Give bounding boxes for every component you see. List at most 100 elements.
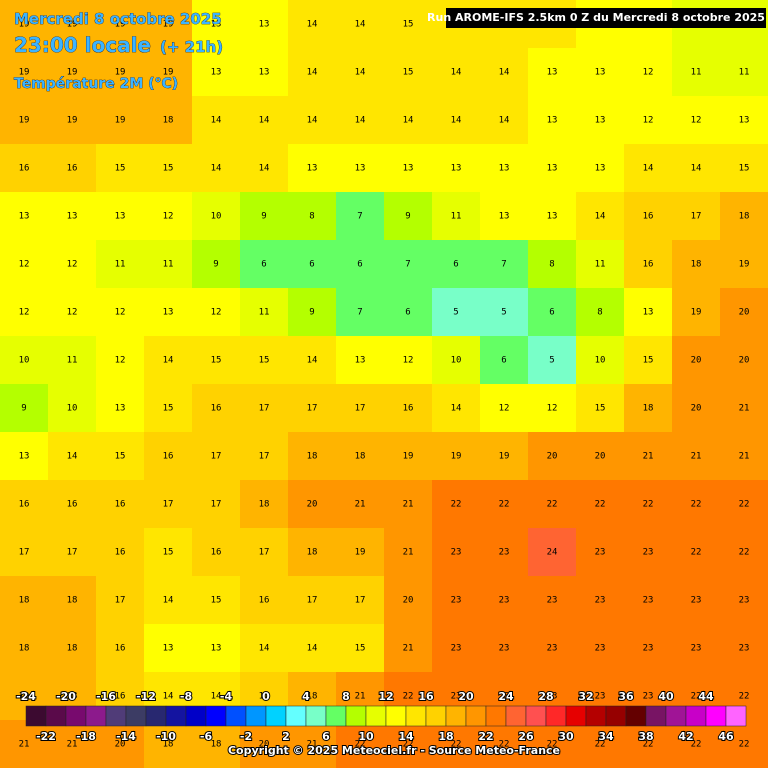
temp-value: 18	[739, 212, 750, 222]
temp-cell	[336, 624, 385, 673]
temp-value: 14	[451, 68, 462, 78]
temp-value: 17	[19, 548, 30, 558]
temp-cell	[288, 0, 337, 49]
temp-value: 14	[403, 116, 414, 126]
temp-cell	[192, 288, 241, 337]
temp-cell	[432, 144, 481, 193]
temp-value: 16	[163, 452, 174, 462]
temp-cell	[48, 96, 97, 145]
temp-value: 19	[355, 548, 366, 558]
temp-value: 23	[595, 644, 606, 654]
temp-cell	[576, 528, 625, 577]
legend-swatch	[205, 705, 227, 727]
temp-value: 23	[451, 548, 462, 558]
temp-value: 22	[499, 740, 510, 750]
temp-value: 15	[115, 164, 126, 174]
legend-swatch	[565, 705, 587, 727]
legend-label: 18	[438, 730, 453, 743]
temp-value: 12	[691, 116, 702, 126]
temp-value: 12	[403, 356, 414, 366]
temp-cell	[288, 48, 337, 97]
temp-value: 19	[499, 452, 510, 462]
temp-cell	[240, 528, 289, 577]
temp-value: 15	[643, 356, 654, 366]
temp-value: 15	[403, 20, 414, 30]
legend-label: -18	[76, 730, 96, 743]
temp-value: 20	[547, 452, 558, 462]
temp-value: 18	[691, 260, 702, 270]
temp-cell	[192, 432, 241, 481]
date: Mercredi 8 octobre 2025	[14, 10, 222, 28]
temp-cell	[528, 48, 577, 97]
time: 23:00 locale	[14, 33, 151, 57]
temp-cell	[336, 192, 385, 241]
temp-cell	[432, 624, 481, 673]
temp-cell	[336, 48, 385, 97]
temp-value: 19	[19, 692, 30, 702]
temp-cell	[528, 336, 577, 385]
temp-cell	[528, 192, 577, 241]
temp-cell	[432, 48, 481, 97]
temp-value: 15	[355, 644, 366, 654]
temp-value: 12	[67, 308, 78, 318]
temp-cell	[480, 432, 529, 481]
temp-cell	[624, 576, 673, 625]
legend-swatch	[165, 705, 187, 727]
temp-cell	[240, 336, 289, 385]
temp-value: 13	[67, 212, 78, 222]
temp-cell	[144, 624, 193, 673]
temp-cell	[288, 336, 337, 385]
temp-cell	[0, 288, 49, 337]
legend-label: -12	[136, 690, 156, 703]
temp-cell	[672, 576, 721, 625]
temp-cell	[672, 288, 721, 337]
temp-value: 22	[547, 740, 558, 750]
temp-value: 18	[163, 116, 174, 126]
temp-value: 18	[355, 452, 366, 462]
legend-label: 26	[518, 730, 534, 743]
temp-cell	[432, 96, 481, 145]
temp-cell	[480, 96, 529, 145]
temp-cell	[288, 528, 337, 577]
temp-value: 17	[259, 692, 270, 702]
temp-value: 13	[547, 116, 558, 126]
temp-value: 13	[739, 116, 750, 126]
temp-cell	[48, 624, 97, 673]
temp-value: 22	[691, 500, 702, 510]
temp-cell	[432, 528, 481, 577]
legend-label: -2	[240, 730, 252, 743]
temp-value: 19	[67, 116, 78, 126]
temp-cell	[384, 240, 433, 289]
temp-cell	[528, 144, 577, 193]
temp-value: 11	[115, 260, 126, 270]
temp-value: 11	[259, 308, 270, 318]
temp-cell	[528, 96, 577, 145]
temp-cell	[624, 240, 673, 289]
temp-value: 23	[547, 596, 558, 606]
legend-swatch	[125, 705, 147, 727]
temp-value: 15	[211, 596, 222, 606]
temp-value: 20	[595, 452, 606, 462]
temp-cell	[624, 480, 673, 529]
temp-value: 10	[67, 404, 78, 414]
temp-value: 13	[595, 164, 606, 174]
temp-cell	[576, 48, 625, 97]
temp-cell	[480, 144, 529, 193]
temp-cell	[624, 48, 673, 97]
temp-cell	[624, 528, 673, 577]
temp-value: 16	[19, 500, 30, 510]
temp-value: 17	[211, 500, 222, 510]
temp-value: 14	[307, 20, 318, 30]
temp-value: 18	[307, 548, 318, 558]
temp-cell	[624, 432, 673, 481]
temp-value: 22	[739, 692, 750, 702]
legend-label: 2	[282, 730, 290, 743]
temp-value: 6	[453, 260, 458, 270]
legend-label: -6	[200, 730, 213, 743]
temp-value: 23	[451, 644, 462, 654]
temp-cell	[720, 432, 768, 481]
temp-cell	[624, 384, 673, 433]
temp-cell	[96, 144, 145, 193]
temp-value: 13	[259, 68, 270, 78]
legend-label: 36	[618, 690, 634, 703]
